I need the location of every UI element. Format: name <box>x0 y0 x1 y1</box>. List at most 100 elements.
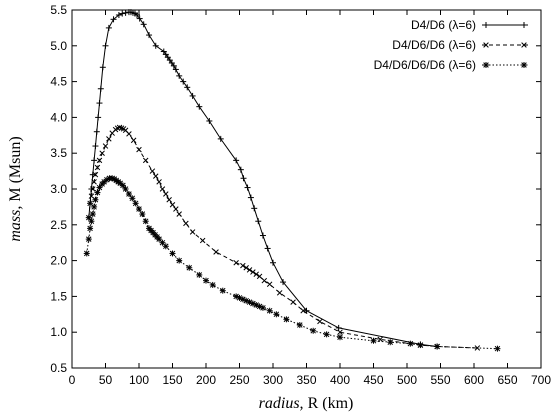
data-point <box>173 206 179 212</box>
data-point <box>102 42 109 49</box>
data-point <box>251 205 258 212</box>
data-point <box>91 179 97 185</box>
data-point <box>176 211 182 217</box>
data-point <box>259 232 266 239</box>
data-point <box>106 136 112 142</box>
data-point <box>99 64 106 71</box>
legend-label: D4/D6/D6 (λ=6) <box>392 38 476 52</box>
data-point <box>95 114 102 121</box>
data-point <box>152 173 159 179</box>
data-point <box>233 259 239 266</box>
data-point <box>434 343 441 350</box>
y-tick-label: 3.5 <box>50 146 67 160</box>
data-point <box>149 168 156 174</box>
data-point <box>126 131 132 137</box>
data-point <box>92 171 99 178</box>
data-point <box>139 211 146 218</box>
legend-marker <box>521 42 527 48</box>
data-point <box>264 245 271 252</box>
series-layer <box>83 9 501 352</box>
legend-item: D4/D6 (λ=6) <box>411 18 528 32</box>
data-point <box>156 236 163 243</box>
data-point <box>186 264 193 271</box>
data-point <box>146 32 153 39</box>
y-tick-label: 4.0 <box>50 110 67 124</box>
data-point <box>494 345 501 352</box>
data-point <box>91 203 98 210</box>
legend-marker <box>483 22 489 28</box>
data-point <box>105 24 112 31</box>
data-point <box>199 237 206 244</box>
data-point <box>162 243 169 250</box>
y-tick-label: 2.5 <box>50 218 67 232</box>
series-line <box>88 126 478 349</box>
data-point <box>337 334 343 341</box>
legend-marker <box>483 62 489 68</box>
x-tick-label: 550 <box>430 373 450 387</box>
x-tick-labels: 0 50 100 150 200 250 300 350 400 450 500 550 600 650 7… <box>69 373 552 387</box>
data-point <box>244 184 251 191</box>
data-point <box>213 249 219 255</box>
data-point <box>280 279 287 286</box>
data-point <box>246 267 253 273</box>
data-point <box>335 324 342 331</box>
data-point <box>219 287 226 294</box>
data-point <box>273 311 280 318</box>
data-point <box>140 21 147 28</box>
x-tick-label: 400 <box>330 373 350 387</box>
data-point <box>90 186 96 192</box>
data-point <box>119 182 126 189</box>
data-point <box>417 342 424 349</box>
data-point <box>102 143 109 149</box>
data-point <box>115 12 122 19</box>
data-point <box>87 225 94 232</box>
legend-marker <box>483 42 489 48</box>
data-point <box>142 157 149 164</box>
data-point <box>166 196 172 203</box>
legend: D4/D6 (λ=6) D4/D6/D6 (λ=6) D4/D6/D6/D6 (λ=… <box>374 18 528 72</box>
data-point <box>255 218 262 225</box>
data-point <box>96 184 103 191</box>
x-tick-label: 600 <box>464 373 484 387</box>
data-point <box>122 186 129 192</box>
data-point <box>296 322 303 329</box>
y-tick-label: 2.0 <box>50 254 67 268</box>
data-point <box>206 117 213 124</box>
data-point <box>103 176 110 183</box>
series-3 <box>83 175 501 352</box>
data-point <box>132 200 139 207</box>
data-point <box>196 103 203 110</box>
data-point <box>196 271 203 278</box>
data-point <box>172 66 179 73</box>
data-point <box>237 166 244 173</box>
data-point <box>130 137 137 144</box>
y-tick-label: 1.0 <box>50 325 67 339</box>
data-point <box>136 206 142 213</box>
data-point <box>152 42 159 49</box>
y-axis-label: mass, M (Msun) <box>7 136 24 241</box>
x-tick-label: 450 <box>363 373 383 387</box>
data-point <box>133 12 140 19</box>
data-point <box>88 218 95 225</box>
data-point <box>170 62 177 69</box>
data-point <box>240 262 246 269</box>
legend-marker <box>521 22 527 28</box>
x-tick-label: 150 <box>162 373 182 387</box>
data-point <box>92 143 99 150</box>
legend-label: D4/D6/D6/D6 (λ=6) <box>374 58 476 72</box>
data-point <box>233 157 240 164</box>
data-point <box>249 300 256 307</box>
x-tick-label: 700 <box>531 373 551 387</box>
data-point <box>276 290 283 296</box>
data-point <box>250 269 256 275</box>
data-point <box>163 191 169 197</box>
series-2 <box>85 124 481 351</box>
data-point <box>203 277 209 284</box>
data-point <box>270 259 276 266</box>
data-point <box>240 175 247 182</box>
series-line <box>86 177 498 350</box>
data-point <box>387 339 394 346</box>
legend-label: D4/D6 (λ=6) <box>411 18 476 32</box>
y-tick-label: 5.5 <box>50 3 67 17</box>
